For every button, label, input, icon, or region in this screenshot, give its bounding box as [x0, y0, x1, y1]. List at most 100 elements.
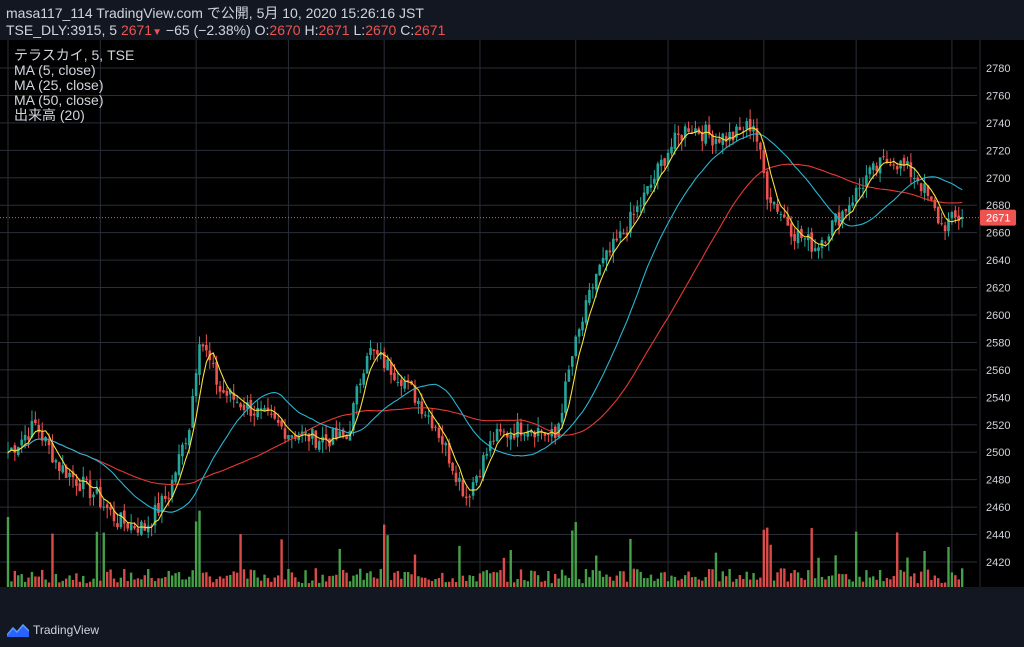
- candle-body: [225, 390, 229, 396]
- volume-bar: [369, 571, 372, 588]
- volume-bar: [827, 576, 830, 588]
- volume-bar: [376, 578, 379, 588]
- candle-body: [13, 445, 17, 453]
- volume-bar: [434, 579, 437, 588]
- candle-body: [47, 439, 51, 446]
- candle-body: [201, 344, 205, 347]
- high-value: 2671: [318, 22, 350, 38]
- volume-bar: [150, 577, 153, 588]
- chart-pane[interactable]: テラスカイ, 5, TSE MA (5, close) MA (25, clos…: [0, 40, 1024, 609]
- candle-body: [252, 413, 256, 416]
- volume-bar: [943, 582, 947, 588]
- volume-bar: [574, 522, 577, 588]
- volume-bar: [307, 583, 311, 588]
- candle-body: [752, 125, 755, 132]
- legend-ma50[interactable]: MA (50, close): [14, 92, 104, 108]
- volume-bar: [157, 578, 160, 588]
- volume-bar: [465, 581, 468, 588]
- volume-bar: [519, 569, 523, 588]
- candle-body: [550, 428, 554, 437]
- volume-bar: [41, 569, 44, 588]
- candle-body: [683, 126, 687, 139]
- candle-body: [759, 142, 762, 150]
- candle-body: [629, 211, 632, 233]
- candle-body: [950, 211, 954, 219]
- candle-body: [317, 441, 321, 450]
- candle-body: [865, 175, 868, 188]
- candle-body: [99, 487, 102, 508]
- volume-bar: [919, 571, 923, 588]
- volume-bar: [536, 575, 540, 588]
- volume-bar: [506, 581, 509, 588]
- volume-bar: [516, 579, 519, 588]
- volume-bar: [475, 581, 478, 588]
- volume-bar: [160, 578, 164, 588]
- volume-bar: [656, 578, 659, 588]
- volume-bar: [776, 572, 779, 588]
- candle-body: [803, 238, 807, 240]
- candle-body: [37, 424, 41, 433]
- candle-body: [153, 504, 157, 526]
- volume-bar: [564, 575, 567, 588]
- candle-body: [519, 422, 523, 436]
- volume-bar: [615, 575, 618, 588]
- candle-body: [954, 210, 957, 218]
- volume-bar: [683, 575, 687, 588]
- volume-bar: [540, 581, 543, 588]
- volume-bar: [225, 575, 229, 588]
- candle-body: [913, 178, 916, 180]
- candle-body: [793, 233, 796, 242]
- volume-bar: [926, 569, 930, 588]
- candle-body: [871, 163, 875, 170]
- volume-bar: [427, 579, 430, 588]
- legend-ma5[interactable]: MA (5, close): [14, 62, 96, 78]
- volume-bar: [892, 576, 895, 588]
- candle-body: [355, 386, 359, 405]
- candle-body: [526, 430, 530, 437]
- volume-bar: [543, 580, 547, 588]
- volume-bar: [800, 577, 803, 588]
- tradingview-logo[interactable]: TradingView: [7, 623, 99, 637]
- volume-bar: [875, 579, 878, 588]
- legend-ma25[interactable]: MA (25, close): [14, 77, 104, 93]
- volume-bar: [246, 578, 249, 588]
- volume-bar: [222, 578, 225, 588]
- candle-body: [157, 502, 160, 514]
- volume-bar: [420, 577, 424, 588]
- candle-body: [68, 473, 71, 478]
- volume-bar: [629, 538, 632, 588]
- legend-symbol[interactable]: テラスカイ, 5, TSE: [14, 47, 135, 63]
- candle-body: [653, 178, 656, 184]
- legend-volume[interactable]: 出来高 (20): [14, 107, 85, 123]
- candle-body: [810, 232, 813, 252]
- candle-body: [584, 300, 588, 323]
- candle-body: [61, 465, 65, 473]
- candle-body: [670, 146, 673, 154]
- candle-body: [140, 521, 143, 535]
- candle-body: [919, 183, 923, 192]
- y-tick-label: 2740: [986, 118, 1010, 130]
- candle-body: [85, 478, 88, 480]
- symbol-label[interactable]: TSE_DLY:3915, 5: [6, 22, 118, 38]
- volume-bar: [345, 572, 348, 588]
- candle-body: [943, 225, 947, 232]
- candle-body: [930, 196, 933, 200]
- volume-bar: [283, 579, 287, 588]
- candle-body: [290, 435, 294, 438]
- candle-body: [560, 412, 564, 423]
- volume-bar: [752, 573, 755, 588]
- y-tick-label: 2480: [986, 475, 1010, 487]
- candle-body: [892, 164, 896, 166]
- candle-body: [40, 432, 44, 441]
- volume-bar: [37, 576, 40, 588]
- volume-bar: [673, 576, 677, 588]
- price-chart-svg[interactable]: 2780 2760 2740 2720 2700 2680 2660 2640 2620 2600…: [0, 40, 1024, 609]
- volume-bar: [386, 535, 389, 588]
- volume-bar: [126, 581, 129, 588]
- volume-bar: [581, 583, 584, 588]
- candle-body: [745, 121, 749, 130]
- candle-body: [352, 403, 355, 431]
- volume-bar: [909, 576, 913, 588]
- volume-bar: [560, 569, 564, 588]
- volume-bar: [136, 578, 140, 588]
